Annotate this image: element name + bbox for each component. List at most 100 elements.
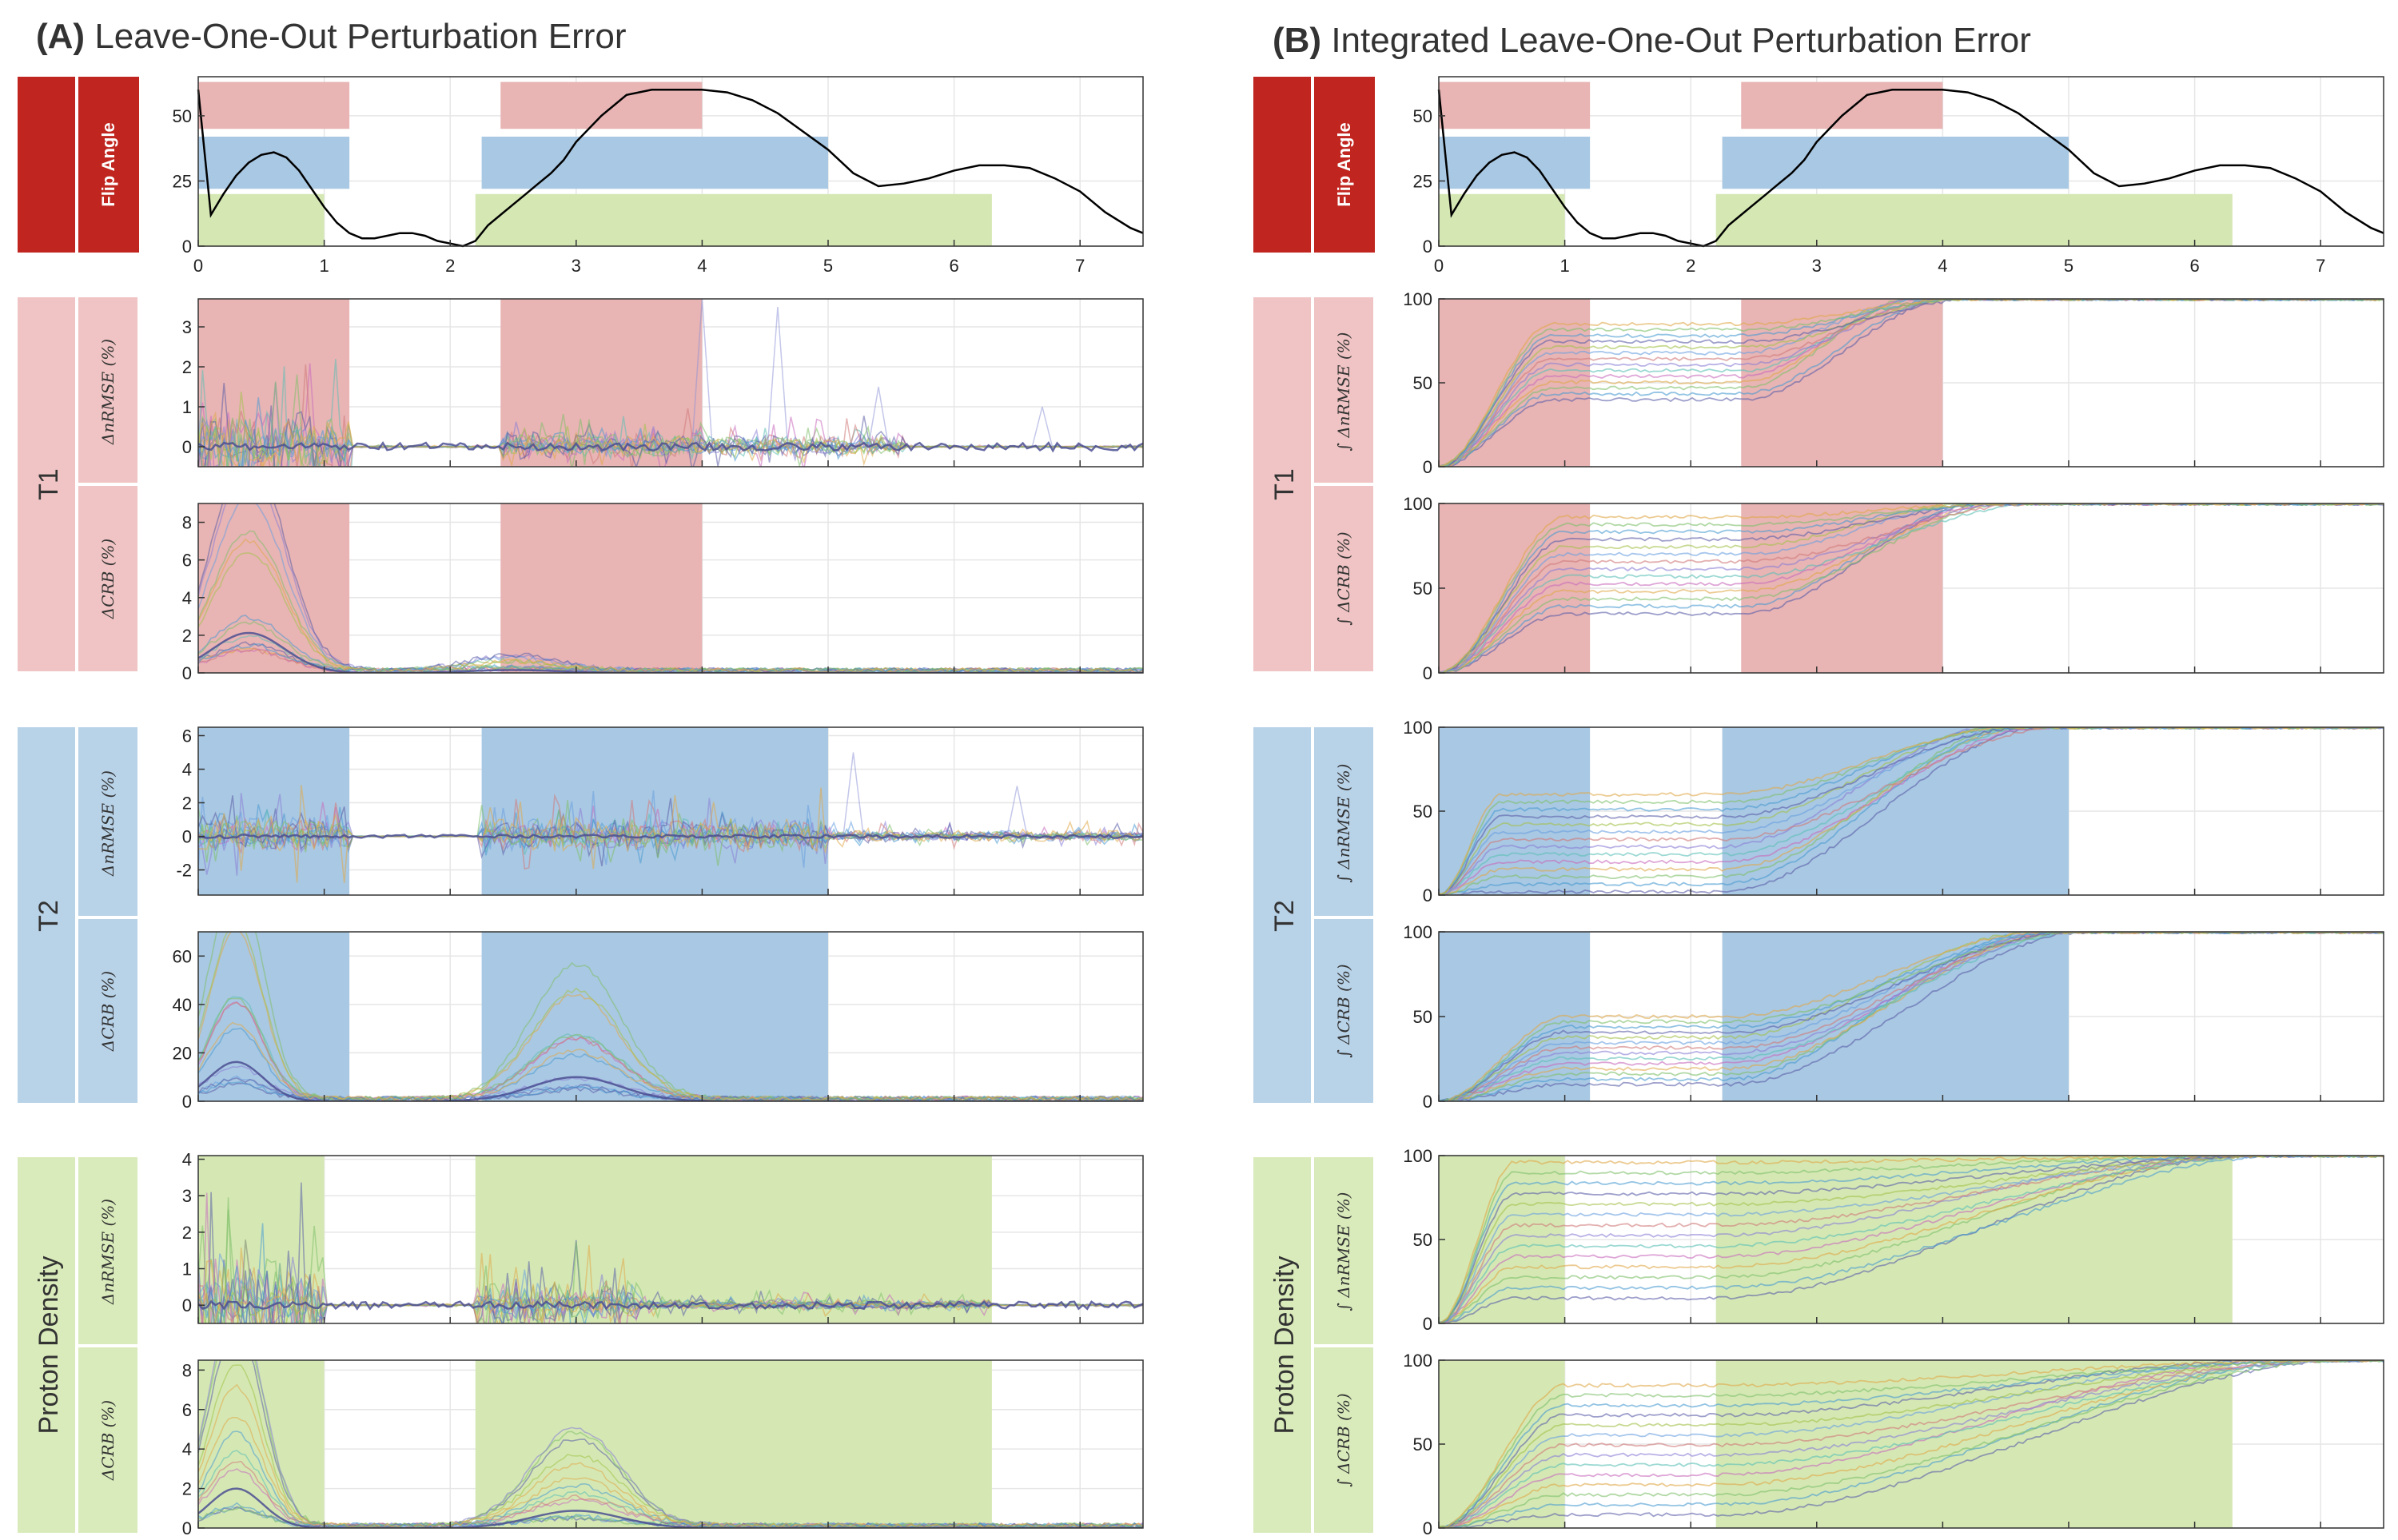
spa4-axes-frame	[197, 1155, 1144, 1324]
t1-int-dcrb-label: ∫ ΔCRB (%)	[1334, 531, 1353, 625]
t2-int-dcrb-label: ∫ ΔCRB (%)	[1334, 964, 1353, 1057]
fa-a-ytick-label: 50	[173, 106, 192, 126]
series-line	[1439, 1156, 2384, 1323]
fa-a-xtick-label: 6	[949, 256, 958, 276]
fa-b-xtick-label: 7	[2316, 256, 2325, 276]
spb4-ytick-label: 50	[1413, 1230, 1432, 1250]
panel-a-t1-subplot-1: 0 2 4 6 8	[182, 503, 1144, 683]
flip-angle-band-pd	[198, 193, 325, 246]
fa-a-xtick-label: 0	[193, 256, 203, 276]
spa5-ytick-label: 2	[182, 1479, 192, 1499]
series-line	[1439, 1360, 2384, 1528]
spb5-ytick-label: 50	[1413, 1435, 1432, 1454]
highlight-region	[1439, 1360, 1565, 1528]
spa5-ytick-label: 4	[182, 1439, 192, 1459]
spike-line	[1006, 786, 1028, 837]
panel-b-label-blocks: Flip Angle T1 ∫ ΔnRMSE (%) ∫ ΔCRB (%) T2…	[1253, 77, 1375, 1533]
spa3-ytick-label: 20	[173, 1043, 192, 1063]
spa1-axes-frame	[197, 503, 1144, 674]
series-line	[198, 1021, 1143, 1101]
spb1-ytick-label: 0	[1423, 663, 1432, 683]
series-line	[198, 538, 1143, 673]
flip-angle-band-t2	[1722, 137, 2069, 189]
fa-a-xtick-label: 3	[572, 256, 581, 276]
flip-angle-block-inner-b	[1314, 77, 1375, 253]
spb0-ytick-label: 100	[1403, 289, 1432, 309]
spb5-ytick-label: 0	[1423, 1518, 1432, 1538]
flip-angle-block-outer-b	[1253, 77, 1311, 253]
flip-angle-band-t2	[198, 137, 350, 189]
fa-a-ytick-label: 25	[173, 171, 192, 191]
pd-dcrb-label: ΔCRB (%)	[98, 1400, 118, 1481]
fa-a-xtick-label: 4	[697, 256, 707, 276]
series-line	[1439, 1360, 2384, 1528]
spa2-ytick-label: 0	[182, 827, 192, 847]
mean-line	[198, 440, 1143, 453]
spb4-ytick-label: 100	[1403, 1146, 1432, 1166]
series-lines	[198, 299, 1143, 467]
spa2-ytick-label: 4	[182, 760, 192, 780]
spa2-ytick-label: 6	[182, 726, 192, 746]
spa1-ytick-label: 6	[182, 551, 192, 571]
panel-b-letter: (B)	[1273, 21, 1321, 60]
series-lines	[198, 932, 1143, 1101]
spike-line	[867, 386, 890, 448]
spa0-ytick-label: 2	[182, 357, 192, 377]
highlight-region	[198, 727, 350, 895]
t2-label-b: T2	[1269, 900, 1300, 932]
series-line	[1439, 299, 2384, 467]
highlight-region	[481, 932, 828, 1101]
spike-line	[1031, 406, 1054, 448]
spb0-ytick-label: 0	[1423, 457, 1432, 477]
series-line	[1439, 727, 2384, 895]
spa1-ytick-label: 8	[182, 513, 192, 533]
highlight-region	[1741, 299, 1943, 467]
series-lines	[198, 503, 1143, 673]
fa-b-xtick-label: 3	[1812, 256, 1822, 276]
panel-a-title-text: Leave-One-Out Perturbation Error	[94, 17, 626, 56]
panel-b-title: (B) Integrated Leave-One-Out Perturbatio…	[1273, 21, 2031, 60]
panel-a-t1-subplot-0: 0 1 2 3	[182, 298, 1144, 468]
spa2-ytick-label: -2	[176, 861, 192, 881]
panel-b-t2-subplot-2: 0 50 100	[1403, 718, 2384, 905]
flip-angle-band-pd	[475, 193, 992, 246]
fa-b-ytick-label: 50	[1413, 106, 1432, 126]
spb2-ytick-label: 50	[1413, 802, 1432, 822]
series-line	[1439, 1360, 2384, 1528]
panel-a-pd-subplot-4: 0 1 2 3 4	[182, 1150, 1144, 1324]
fa-a-xtick-label: 2	[445, 256, 455, 276]
series-line	[1439, 727, 2384, 895]
spb3-ytick-label: 100	[1403, 922, 1432, 942]
spa5-ytick-label: 8	[182, 1360, 192, 1380]
spa5-ytick-label: 6	[182, 1400, 192, 1420]
t2-dcrb-label: ΔCRB (%)	[98, 971, 118, 1052]
highlight-region	[475, 1360, 992, 1528]
spa2-axes-frame	[197, 726, 1144, 896]
spa4-ytick-label: 2	[182, 1223, 192, 1243]
panel-b-pd-subplot-4: 0 50 100	[1403, 1146, 2384, 1334]
flip-angle-block-inner	[78, 77, 139, 253]
spa3-axes-frame	[197, 931, 1144, 1102]
panel-a-t2-subplot-3: 0 20 40 60	[173, 931, 1144, 1112]
spike-line	[767, 306, 789, 448]
fa-b-xtick-label: 0	[1434, 256, 1444, 276]
highlight-region	[500, 503, 703, 673]
pd-dnrmse-label: ΔnRMSE (%)	[98, 1199, 118, 1305]
flip-angle-band-pd	[1439, 193, 1565, 246]
pd-int-dnrmse-label: ∫ ΔnRMSE (%)	[1334, 1192, 1353, 1311]
series-line	[198, 1080, 1143, 1101]
flip-angle-band-t1	[198, 82, 350, 129]
fa-a-xtick-label: 5	[823, 256, 833, 276]
highlight-region	[1439, 727, 1591, 895]
spb2-ytick-label: 100	[1403, 718, 1432, 738]
series-line	[1440, 1156, 2384, 1323]
spb1-ytick-label: 50	[1413, 579, 1432, 599]
t1-label-b: T1	[1269, 468, 1300, 500]
flip-angle-band-pd	[1715, 193, 2233, 246]
pd-label-b: Proton Density	[1269, 1256, 1300, 1435]
series-line	[198, 997, 1143, 1101]
series-lines	[198, 1182, 1143, 1323]
